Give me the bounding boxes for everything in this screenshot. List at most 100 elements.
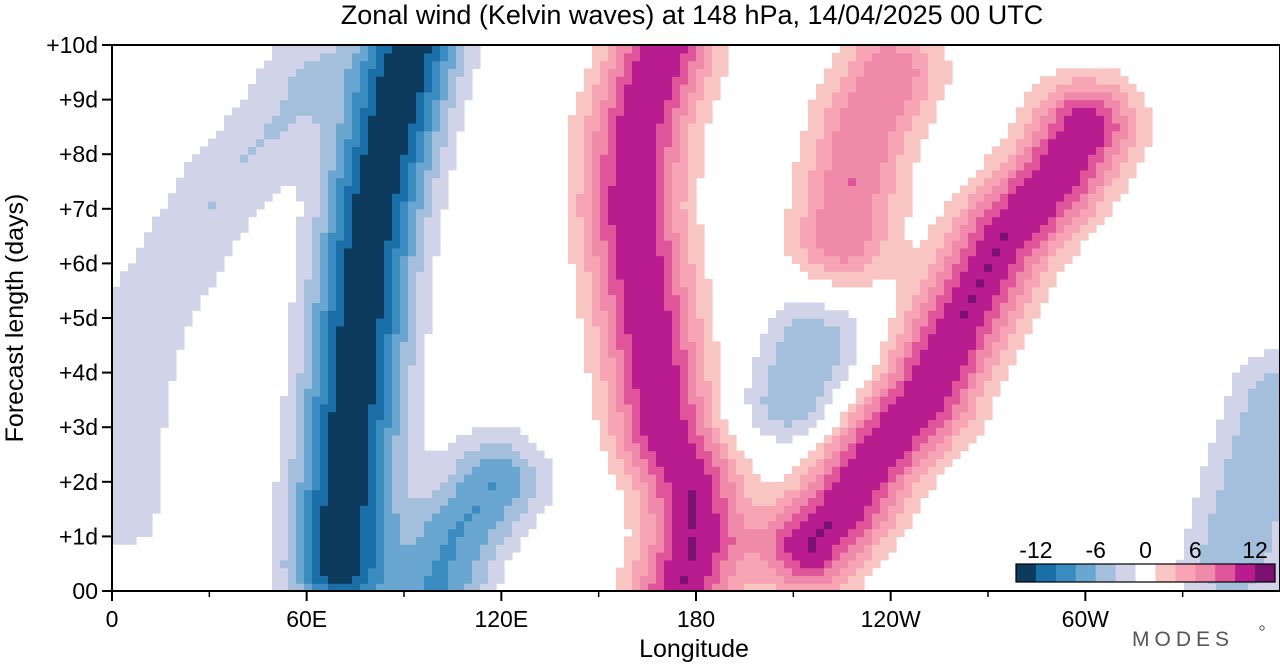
field-cell [672, 372, 681, 381]
field-cell [344, 240, 353, 249]
field-cell [368, 240, 377, 249]
field-cell [856, 232, 865, 241]
field-cell [512, 481, 521, 491]
field-cell [696, 435, 705, 444]
field-cell [624, 279, 633, 288]
field-cell [952, 450, 961, 459]
field-cell [784, 575, 793, 584]
field-cell [232, 201, 241, 210]
field-cell [880, 442, 889, 452]
field-cell [904, 310, 913, 319]
field-cell [680, 224, 689, 233]
field-cell [680, 583, 689, 592]
field-cell [376, 247, 385, 257]
field-cell [208, 201, 217, 210]
field-cell [400, 427, 409, 436]
field-cell [736, 513, 745, 522]
field-cell [416, 528, 425, 537]
field-cell [296, 435, 305, 444]
field-cell [1032, 154, 1041, 163]
field-cell [1272, 388, 1280, 397]
field-cell [680, 341, 689, 350]
field-cell [120, 427, 129, 436]
field-cell [864, 185, 873, 194]
field-cell [592, 224, 601, 233]
field-cell [680, 403, 689, 413]
field-cell [384, 130, 393, 140]
field-cell [776, 575, 785, 584]
field-cell [304, 575, 313, 584]
field-cell [1096, 154, 1105, 163]
field-cell [472, 427, 481, 436]
field-cell [112, 536, 121, 545]
field-cell [568, 247, 577, 257]
field-cell [1040, 294, 1049, 303]
field-cell [632, 505, 641, 514]
field-cell [504, 505, 513, 514]
field-cell [976, 279, 985, 288]
field-cell [136, 520, 145, 530]
field-cell [1144, 130, 1153, 140]
field-cell [400, 567, 409, 576]
field-cell [1272, 481, 1280, 491]
field-cell [152, 294, 161, 303]
field-cell [224, 123, 233, 132]
field-cell [968, 224, 977, 233]
field-cell [936, 419, 945, 428]
field-cell [408, 536, 417, 545]
field-cell [696, 388, 705, 397]
field-cell [688, 474, 697, 483]
field-cell [968, 232, 977, 241]
field-cell [696, 138, 705, 147]
field-cell [392, 294, 401, 303]
field-cell [680, 232, 689, 241]
field-cell [1096, 177, 1105, 186]
field-cell [784, 419, 793, 428]
field-cell [392, 575, 401, 584]
field-cell [912, 403, 921, 413]
field-cell [376, 162, 385, 171]
field-cell [792, 559, 801, 569]
field-cell [304, 99, 313, 108]
field-cell [632, 567, 641, 576]
field-cell [264, 185, 273, 194]
field-cell [112, 466, 121, 475]
field-cell [512, 497, 521, 506]
field-cell [328, 489, 337, 498]
field-cell [888, 497, 897, 506]
field-cell [296, 271, 305, 280]
field-cell [928, 302, 937, 311]
field-cell [376, 224, 385, 233]
field-cell [360, 349, 369, 358]
field-cell [800, 481, 809, 491]
field-cell [456, 474, 465, 483]
field-cell [776, 435, 785, 444]
field-cell [368, 403, 377, 413]
field-cell [1240, 520, 1249, 530]
field-cell [136, 505, 145, 514]
field-cell [632, 169, 641, 179]
field-cell [208, 255, 217, 264]
field-cell [1008, 310, 1017, 319]
field-cell [352, 435, 361, 444]
field-cell [440, 544, 449, 553]
field-cell [720, 497, 729, 506]
field-cell [416, 349, 425, 358]
field-cell [624, 536, 633, 545]
field-cell [720, 481, 729, 491]
field-cell [656, 520, 665, 530]
field-cell [360, 497, 369, 506]
field-cell [400, 380, 409, 389]
field-cell [360, 333, 369, 342]
field-cell [680, 520, 689, 530]
field-cell [1216, 520, 1225, 530]
field-cell [408, 201, 417, 210]
field-cell [808, 107, 817, 116]
field-cell [944, 294, 953, 303]
field-cell [160, 240, 169, 249]
field-cell [688, 208, 697, 218]
field-cell [392, 224, 401, 233]
field-cell [1064, 169, 1073, 179]
field-cell [1064, 107, 1073, 116]
field-cell [848, 520, 857, 530]
